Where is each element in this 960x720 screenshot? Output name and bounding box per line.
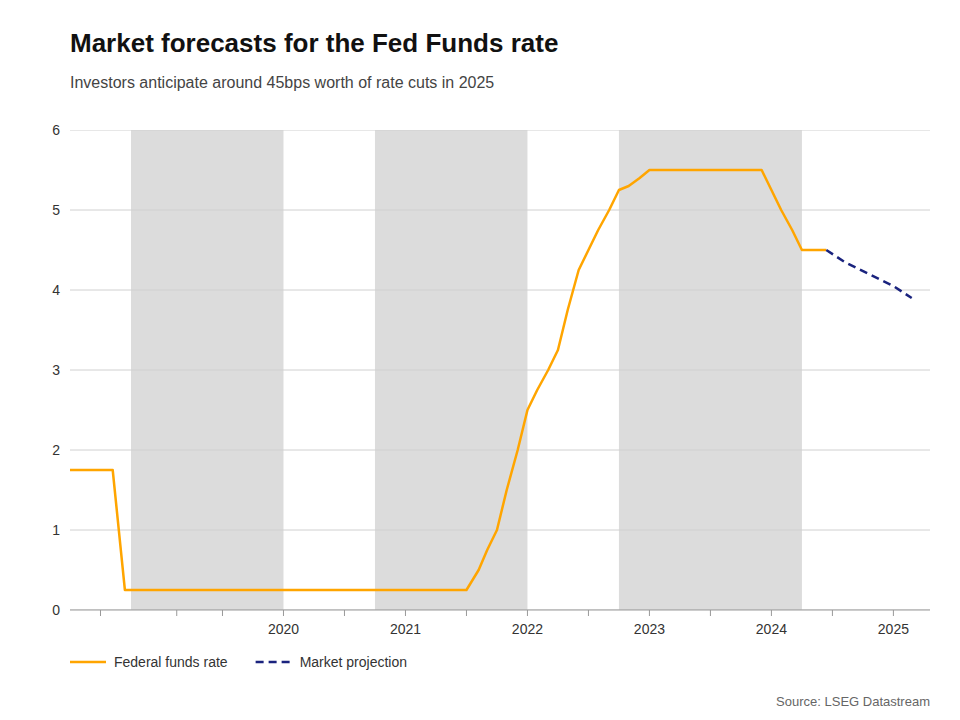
x-tick — [893, 610, 894, 616]
grid-line — [70, 210, 930, 211]
y-tick-label: 1 — [52, 522, 60, 538]
x-minor-tick — [466, 610, 467, 616]
x-tick — [405, 610, 406, 616]
legend-label: Market projection — [300, 654, 407, 670]
x-tick — [283, 610, 284, 616]
grid-line — [70, 130, 930, 131]
x-minor-tick — [710, 610, 711, 616]
x-tick-label: 2024 — [756, 621, 787, 637]
x-tick — [176, 610, 177, 616]
plot-area — [70, 130, 930, 610]
x-minor-tick — [588, 610, 589, 616]
grid-line — [70, 610, 930, 611]
grid-line — [70, 290, 930, 291]
legend-swatch — [256, 661, 292, 664]
x-tick — [771, 610, 772, 616]
series-line — [70, 170, 826, 590]
x-tick-label: 2022 — [512, 621, 543, 637]
chart: Market forecasts for the Fed Funds rate I… — [0, 0, 960, 720]
grid-line — [70, 370, 930, 371]
x-minor-tick — [100, 610, 101, 616]
legend-swatch — [70, 661, 106, 664]
x-tick-label: 2023 — [634, 621, 665, 637]
y-tick-label: 0 — [52, 602, 60, 618]
x-tick-label: 2020 — [268, 621, 299, 637]
source: Source: LSEG Datastream — [776, 694, 930, 709]
y-tick-label: 2 — [52, 442, 60, 458]
grid-line — [70, 450, 930, 451]
legend-label: Federal funds rate — [114, 654, 228, 670]
x-tick — [527, 610, 528, 616]
x-minor-tick — [222, 610, 223, 616]
subtitle: Investors anticipate around 45bps worth … — [70, 74, 494, 91]
x-minor-tick — [344, 610, 345, 616]
series-line — [826, 250, 911, 298]
y-tick-label: 5 — [52, 202, 60, 218]
title: Market forecasts for the Fed Funds rate — [70, 28, 558, 58]
legend: Federal funds rate Market projection — [70, 654, 407, 670]
x-minor-tick — [832, 610, 833, 616]
y-tick-label: 6 — [52, 122, 60, 138]
x-tick — [649, 610, 650, 616]
y-tick-label: 3 — [52, 362, 60, 378]
x-tick-label: 2025 — [878, 621, 909, 637]
x-axis-line — [70, 610, 930, 611]
grid-line — [70, 530, 930, 531]
y-tick-label: 4 — [52, 282, 60, 298]
x-tick-label: 2021 — [390, 621, 421, 637]
